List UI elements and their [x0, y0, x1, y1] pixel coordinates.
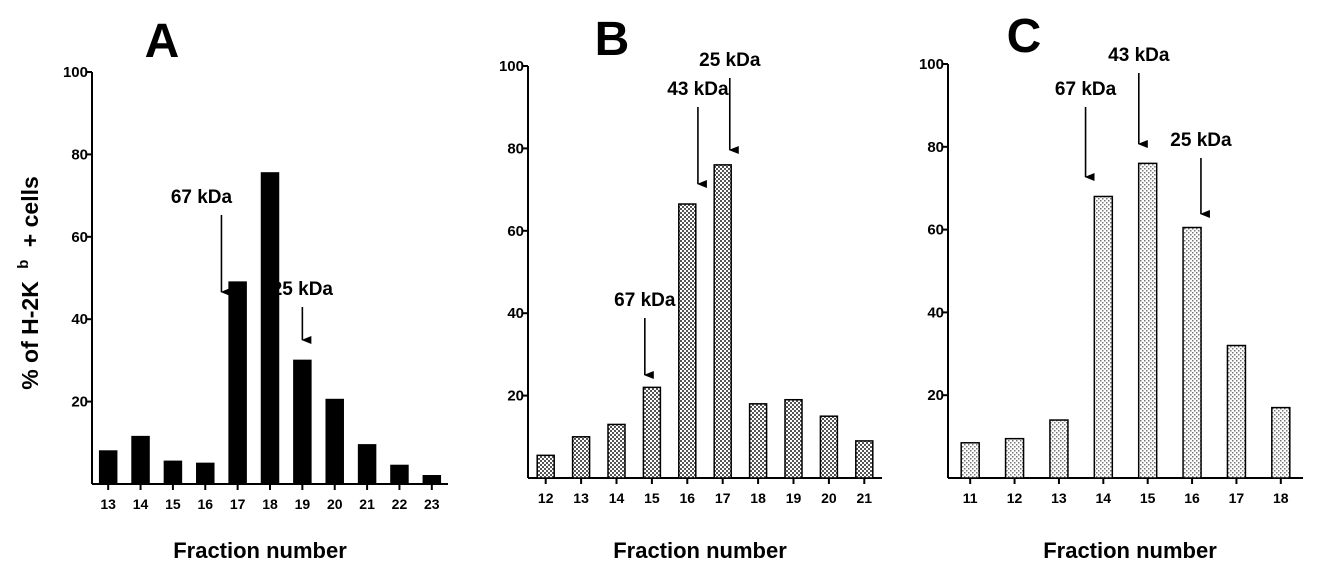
x-axis-label: Fraction number	[173, 538, 347, 563]
y-tick-label: 80	[927, 139, 944, 156]
panel-c: C 20 40 60 80 100 11 12 13 14 15 16 17 18 Fraction num…	[919, 10, 1303, 563]
bar	[642, 386, 662, 479]
x-tick-label: 19	[295, 496, 311, 512]
x-tick-label: 18	[1273, 490, 1289, 506]
x-tick-label: 20	[821, 490, 837, 506]
panel-letter: C	[1007, 10, 1042, 63]
y-axis-label: % of H-2K b + cells	[7, 176, 43, 390]
y-axis-label-tail: + cells	[17, 176, 43, 247]
annotation-label: 67 kDa	[614, 290, 676, 311]
x-tick-label: 23	[424, 496, 440, 512]
panel-b: B 20 40 60 80 100 12 13 14 15 16 17 18 19 20 21 Fraction…	[499, 13, 882, 563]
bar	[196, 462, 215, 485]
x-tick-label: 13	[1051, 490, 1067, 506]
y-tick-label: 60	[507, 223, 524, 240]
bar	[571, 436, 591, 479]
bar	[536, 454, 555, 479]
y-axis-label-main: % of H-2K	[17, 281, 43, 390]
x-tick-label: 15	[644, 490, 660, 506]
bar	[163, 460, 183, 485]
x-tick-label: 12	[1007, 490, 1023, 506]
bar	[819, 415, 839, 479]
x-tick-label: 14	[133, 496, 149, 512]
x-tick-label: 18	[750, 490, 766, 506]
y-tick-label: 20	[927, 387, 944, 404]
bar	[1271, 406, 1291, 479]
bar	[1093, 195, 1114, 479]
x-tick-label: 17	[1229, 490, 1245, 506]
annotation-label: 67 kDa	[171, 187, 233, 208]
x-axis-label: Fraction number	[613, 538, 787, 563]
bar	[293, 359, 312, 485]
bar	[607, 423, 626, 479]
y-tick-label: 100	[63, 64, 88, 81]
x-tick-label: 11	[963, 490, 978, 506]
bar	[260, 172, 280, 485]
x-tick-label: 21	[359, 496, 375, 512]
bar	[1182, 226, 1202, 479]
y-tick-label: 80	[71, 146, 88, 163]
bar	[713, 164, 732, 479]
x-tick-label: 13	[573, 490, 589, 506]
annotation-label: 25 kDa	[699, 50, 761, 71]
bar	[1137, 162, 1158, 479]
bar	[357, 444, 377, 485]
bar	[855, 440, 874, 479]
x-tick-label: 12	[538, 490, 554, 506]
x-tick-label: 19	[786, 490, 802, 506]
x-tick-label: 16	[197, 496, 213, 512]
bar	[748, 403, 768, 479]
bar	[390, 464, 409, 485]
bar	[1226, 344, 1247, 479]
bar	[98, 450, 118, 485]
panel-a: A 20 40 60 80 100 13 14 15 16 17 18 19 20 21 22 23 Fracti…	[63, 15, 448, 563]
y-tick-label: 40	[507, 305, 524, 322]
x-tick-label: 14	[609, 490, 625, 506]
bar	[422, 475, 442, 485]
y-tick-label: 20	[507, 388, 524, 405]
bar	[678, 203, 697, 479]
bar	[131, 435, 150, 485]
y-tick-label: 40	[71, 311, 88, 328]
bar	[1004, 437, 1025, 479]
y-tick-label: 60	[927, 222, 944, 239]
y-tick-label: 60	[71, 229, 88, 246]
x-tick-label: 22	[392, 496, 408, 512]
annotation-label: 43 kDa	[667, 79, 729, 100]
x-tick-label: 15	[165, 496, 181, 512]
y-tick-label: 100	[919, 56, 944, 73]
annotation-label: 43 kDa	[1108, 45, 1170, 66]
bar	[228, 281, 247, 485]
y-tick-label: 100	[499, 58, 524, 75]
panel-letter: A	[145, 15, 180, 68]
bar	[325, 398, 344, 485]
panel-letter: B	[595, 13, 630, 66]
x-tick-label: 15	[1140, 490, 1156, 506]
x-tick-label: 16	[1184, 490, 1200, 506]
x-tick-label: 13	[100, 496, 116, 512]
annotation-label: 25 kDa	[272, 279, 334, 300]
x-tick-label: 18	[262, 496, 278, 512]
y-axis-label-superscript: b	[15, 260, 32, 269]
bar	[1049, 419, 1069, 479]
x-tick-label: 20	[327, 496, 343, 512]
bar	[960, 442, 980, 479]
annotation-label: 25 kDa	[1170, 130, 1232, 151]
y-tick-label: 40	[927, 304, 944, 321]
x-tick-label: 17	[230, 496, 246, 512]
x-tick-label: 21	[857, 490, 873, 506]
y-tick-label: 80	[507, 140, 524, 157]
x-tick-label: 16	[680, 490, 696, 506]
x-tick-label: 14	[1096, 490, 1112, 506]
x-tick-label: 17	[715, 490, 731, 506]
y-tick-label: 20	[71, 394, 88, 411]
annotation-label: 67 kDa	[1055, 79, 1117, 100]
bar	[784, 398, 803, 479]
x-axis-label: Fraction number	[1043, 538, 1217, 563]
